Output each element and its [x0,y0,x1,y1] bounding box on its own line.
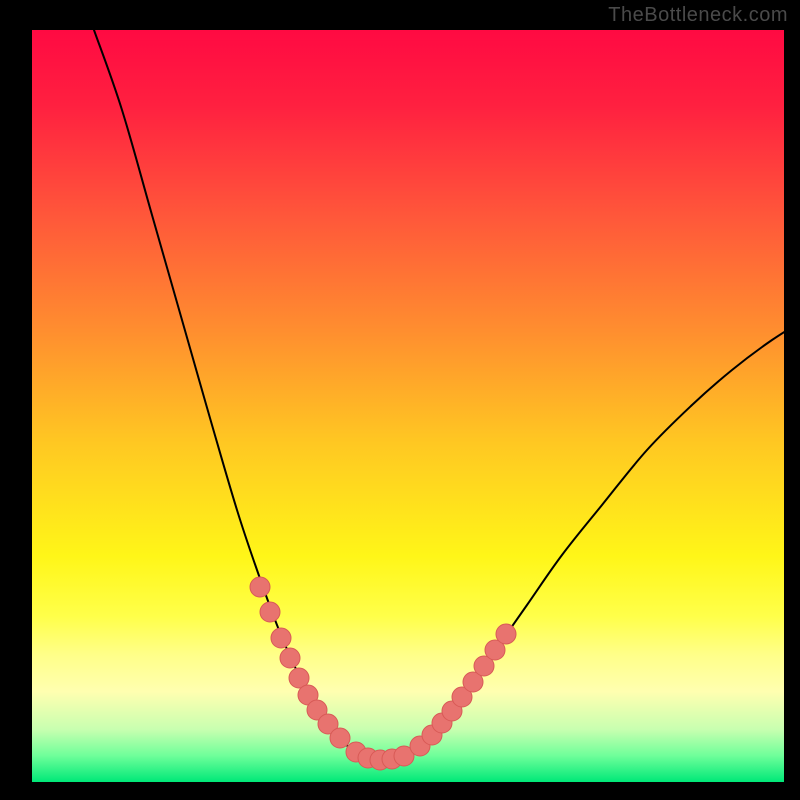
gradient-background [32,30,784,782]
left-marker [271,628,291,648]
left-marker [260,602,280,622]
watermark-text: TheBottleneck.com [608,4,788,27]
plot-area [32,30,784,782]
left-marker [250,577,270,597]
chart-svg [32,30,784,782]
right-marker [496,624,516,644]
left-marker [330,728,350,748]
left-marker [280,648,300,668]
